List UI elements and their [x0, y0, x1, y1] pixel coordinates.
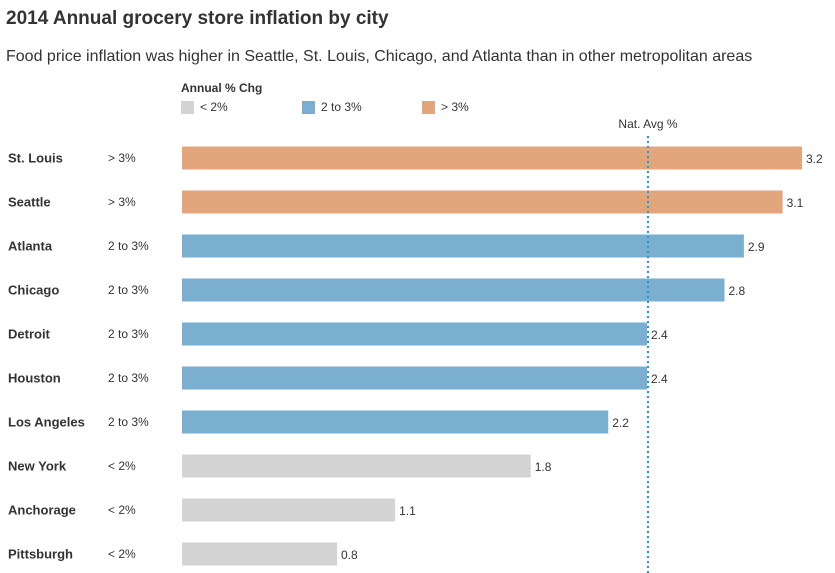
value-label-seattle: 3.1	[787, 196, 804, 210]
city-label-new-york: New York	[8, 459, 67, 474]
chart-title: 2014 Annual grocery store inflation by c…	[6, 8, 389, 29]
chart-subtitle: Food price inflation was higher in Seatt…	[6, 48, 753, 65]
city-label-anchorage: Anchorage	[8, 503, 76, 518]
bar-chicago	[182, 278, 725, 302]
legend-item-under-2: < 2%	[181, 99, 228, 115]
bar-houston	[182, 366, 647, 390]
value-label-chicago: 2.8	[729, 284, 746, 298]
bar-pittsburgh	[182, 542, 337, 566]
legend-label-over-3: > 3%	[441, 100, 469, 114]
city-label-st-louis: St. Louis	[8, 151, 63, 166]
value-label-atlanta: 2.9	[748, 240, 765, 254]
group-label-detroit: 2 to 3%	[108, 327, 149, 341]
city-label-detroit: Detroit	[8, 327, 51, 342]
city-label-atlanta: Atlanta	[8, 239, 53, 254]
legend-item-over-3: > 3%	[422, 99, 469, 115]
value-label-detroit: 2.4	[651, 328, 668, 342]
city-label-chicago: Chicago	[8, 283, 59, 298]
legend-label-under-2: < 2%	[200, 100, 228, 114]
value-label-new-york: 1.8	[535, 460, 552, 474]
city-label-seattle: Seattle	[8, 195, 51, 210]
bar-los-angeles	[182, 410, 609, 434]
city-label-pittsburgh: Pittsburgh	[8, 547, 73, 562]
value-label-pittsburgh: 0.8	[341, 548, 358, 562]
group-label-houston: 2 to 3%	[108, 371, 149, 385]
value-label-anchorage: 1.1	[399, 504, 416, 518]
group-label-chicago: 2 to 3%	[108, 283, 149, 297]
bar-st-louis	[182, 146, 802, 170]
group-label-anchorage: < 2%	[108, 503, 136, 517]
value-label-houston: 2.4	[651, 372, 668, 386]
group-label-pittsburgh: < 2%	[108, 547, 136, 561]
group-label-st-louis: > 3%	[108, 151, 136, 165]
city-label-los-angeles: Los Angeles	[8, 415, 85, 430]
legend-item-2-to-3: 2 to 3%	[302, 99, 362, 115]
legend-swatch-over-3	[422, 100, 435, 114]
city-label-houston: Houston	[8, 371, 61, 386]
national-average-label: Nat. Avg %	[618, 117, 677, 131]
value-label-los-angeles: 2.2	[612, 416, 629, 430]
group-label-seattle: > 3%	[108, 195, 136, 209]
value-label-st-louis: 3.2	[806, 152, 823, 166]
group-label-new-york: < 2%	[108, 459, 136, 473]
legend-swatch-under-2	[181, 100, 194, 114]
bar-atlanta	[182, 234, 744, 258]
group-label-los-angeles: 2 to 3%	[108, 415, 149, 429]
legend-swatch-2-to-3	[302, 100, 315, 114]
bar-seattle	[182, 190, 783, 214]
bar-detroit	[182, 322, 647, 346]
group-label-atlanta: 2 to 3%	[108, 239, 149, 253]
legend-title: Annual % Chg	[181, 81, 263, 95]
legend-label-2-to-3: 2 to 3%	[321, 100, 362, 114]
bar-anchorage	[182, 498, 396, 522]
bar-new-york	[182, 454, 531, 478]
